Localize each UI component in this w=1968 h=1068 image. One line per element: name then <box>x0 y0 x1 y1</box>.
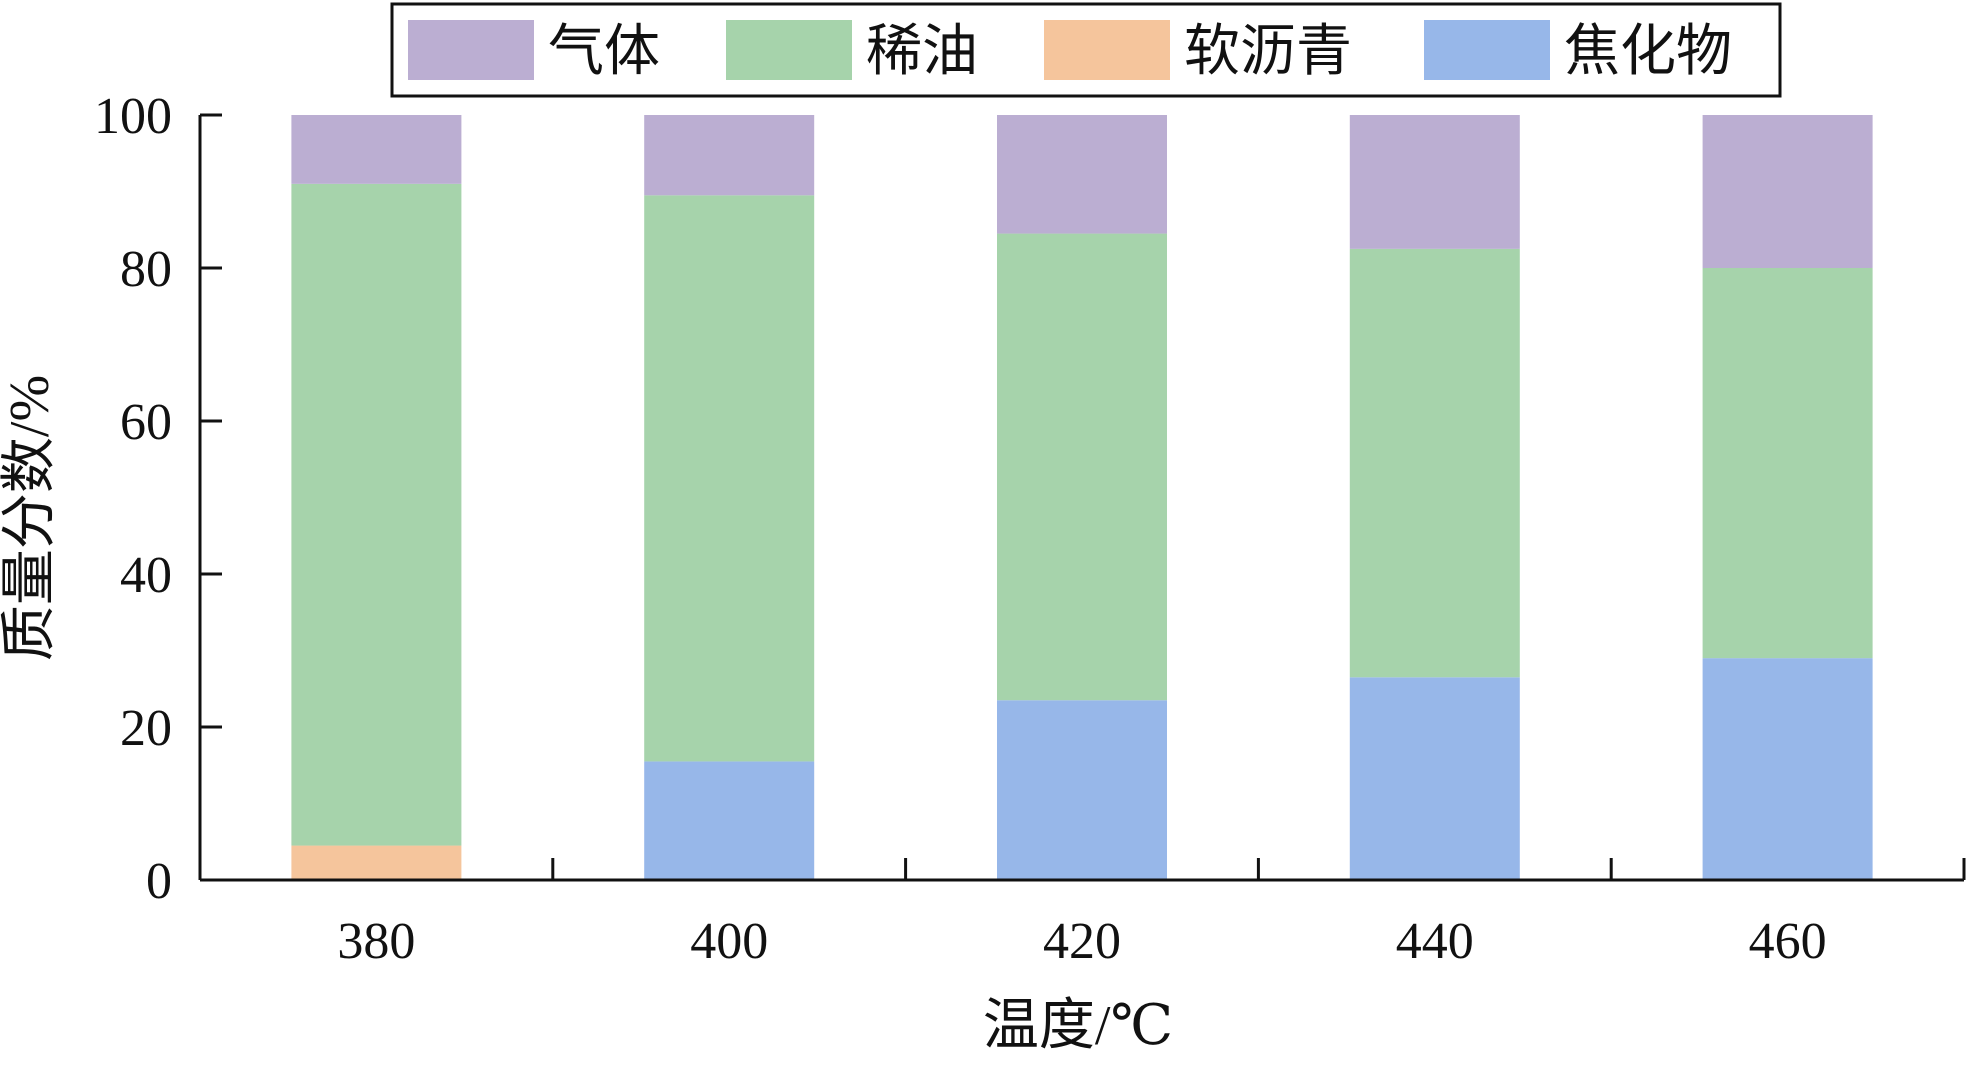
bar-segment <box>997 115 1167 234</box>
x-axis-title: 温度/℃ <box>983 995 1173 1057</box>
legend-label: 稀油 <box>866 21 978 83</box>
y-tick-label: 40 <box>120 547 172 604</box>
legend: 气体 稀油 软沥青 焦化物 <box>390 2 1782 98</box>
legend-swatch <box>1424 20 1550 80</box>
y-tick-label: 80 <box>120 241 172 298</box>
x-tick-label: 380 <box>337 913 415 970</box>
bar-segment <box>1702 268 1873 659</box>
legend-label: 焦化物 <box>1564 21 1732 83</box>
axes: 0 20 40 60 80 100 380 400 420 440 460 <box>94 88 1966 970</box>
x-tick-label: 460 <box>1749 913 1827 970</box>
legend-swatch <box>408 20 534 80</box>
bar-segment <box>1349 115 1520 249</box>
legend-label: 软沥青 <box>1184 21 1352 83</box>
bar-segment <box>997 233 1167 701</box>
bar-segment <box>291 183 462 846</box>
y-axis-title: 质量分数/% <box>0 375 61 661</box>
bar-segment <box>1349 248 1520 678</box>
bar-segment <box>1702 115 1873 268</box>
axis-labels: 温度/℃ 质量分数/% <box>0 375 1173 1057</box>
bar-segment <box>644 195 815 762</box>
bar-segment <box>644 761 815 880</box>
legend-swatch <box>726 20 852 80</box>
x-tick-label: 440 <box>1396 913 1474 970</box>
y-tick-label: 100 <box>94 88 172 145</box>
bar-segment <box>1702 658 1873 880</box>
legend-label: 气体 <box>548 21 660 83</box>
bar-segment <box>291 115 462 184</box>
y-tick-label: 0 <box>146 853 172 910</box>
x-tick-label: 400 <box>690 913 768 970</box>
bar-segment <box>291 845 462 880</box>
y-tick-label: 60 <box>120 394 172 451</box>
bar-segment <box>1349 677 1520 880</box>
y-tick-label: 20 <box>120 700 172 757</box>
bars <box>291 115 1873 880</box>
bar-segment <box>997 700 1167 880</box>
legend-swatch <box>1044 20 1170 80</box>
x-tick-label: 420 <box>1043 913 1121 970</box>
bar-segment <box>644 115 815 196</box>
